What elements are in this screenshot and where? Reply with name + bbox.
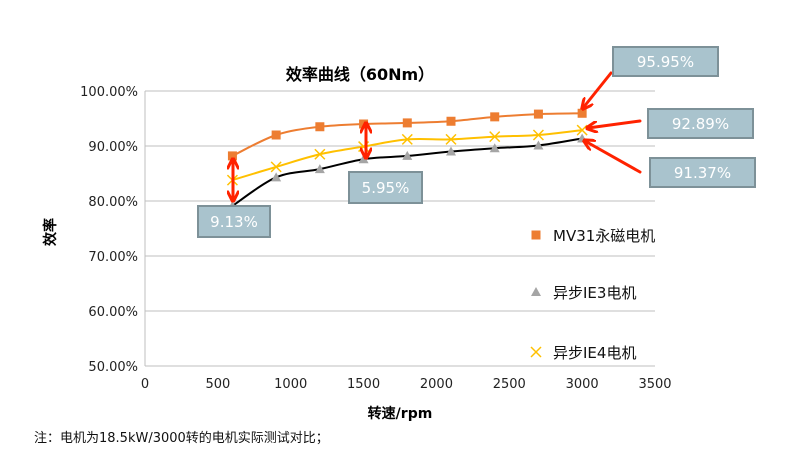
y-tick-label: 80.00%	[88, 195, 138, 210]
data-point-triangle	[533, 140, 544, 150]
callout-5-95: 5.95%	[348, 171, 423, 204]
chart-title: 效率曲线（60Nm）	[286, 65, 434, 84]
data-point-square	[577, 108, 587, 118]
data-point-x	[532, 129, 544, 141]
data-point-x	[314, 148, 326, 160]
callout-9-13: 9.13%	[197, 205, 271, 238]
data-point-triangle	[314, 164, 325, 174]
callout-95-95: 95.95%	[612, 46, 719, 77]
legend-marker-triangle	[531, 287, 541, 296]
x-tick-label: 1000	[274, 377, 307, 392]
data-point-square	[315, 122, 325, 132]
legend-marker-square	[531, 230, 541, 240]
legend-label: 异步IE3电机	[553, 284, 636, 302]
data-point-x	[445, 133, 457, 145]
x-axis-label: 转速/rpm	[368, 405, 433, 422]
x-tick-label: 0	[141, 377, 149, 392]
data-point-x	[489, 131, 501, 143]
data-point-square	[227, 151, 237, 161]
data-point-square	[533, 109, 543, 119]
y-tick-label: 70.00%	[88, 250, 138, 265]
y-axis-label: 效率	[42, 218, 59, 246]
legend-label: MV31永磁电机	[553, 227, 655, 245]
data-point-x	[270, 161, 282, 173]
x-tick-label: 2500	[493, 377, 526, 392]
y-tick-label: 50.00%	[88, 360, 138, 375]
y-tick-label: 100.00%	[80, 85, 138, 100]
arrow-91-37	[585, 141, 642, 174]
x-tick-label: 3500	[638, 377, 671, 392]
legend-marker-x	[530, 346, 542, 358]
arrow-92-89	[588, 119, 642, 128]
y-tick-label: 90.00%	[88, 140, 138, 155]
data-point-square	[490, 112, 500, 122]
data-point-triangle	[446, 146, 456, 156]
legend-label: 异步IE4电机	[553, 344, 636, 362]
data-point-square	[446, 116, 456, 126]
data-point-triangle	[402, 150, 413, 160]
x-tick-label: 2000	[420, 377, 453, 392]
data-point-triangle	[271, 172, 282, 182]
data-point-square	[402, 118, 412, 128]
arrow-95-95	[583, 71, 613, 108]
data-point-square	[271, 130, 281, 140]
x-tick-label: 1500	[347, 377, 380, 392]
data-point-x	[401, 133, 413, 145]
x-tick-label: 3000	[566, 377, 599, 392]
y-tick-label: 60.00%	[88, 305, 138, 320]
callout-92-89: 92.89%	[647, 108, 754, 139]
footnote: 注：电机为18.5kW/3000转的电机实际测试对比；	[34, 431, 329, 446]
data-point-triangle	[489, 143, 500, 153]
callout-91-37: 91.37%	[649, 157, 756, 188]
x-tick-label: 500	[205, 377, 230, 392]
